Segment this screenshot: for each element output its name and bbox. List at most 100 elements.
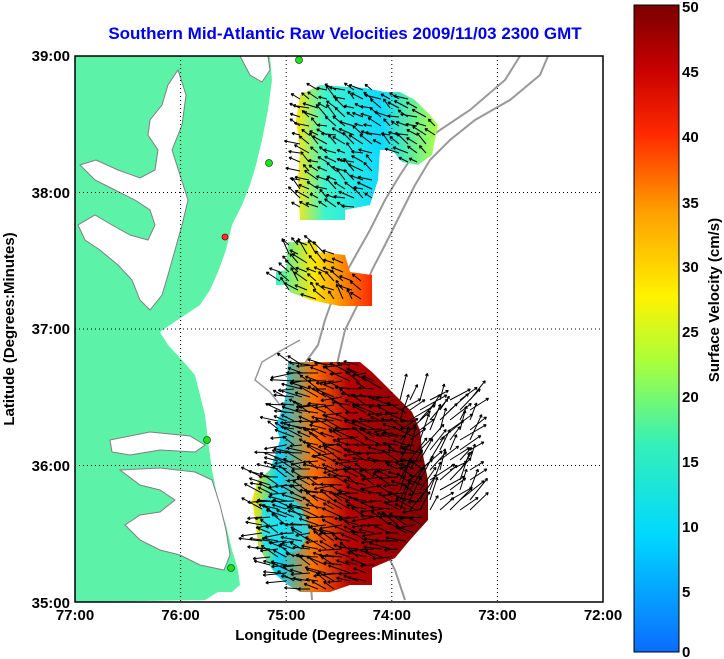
velocity-arrow (439, 448, 447, 471)
velocity-arrow (332, 428, 351, 438)
velocity-arrow (384, 502, 399, 510)
velocity-arrow (291, 469, 303, 478)
velocity-arrow (288, 398, 303, 406)
velocity-arrow (257, 486, 271, 494)
velocity-arrow (311, 415, 335, 422)
velocity-arrow (298, 517, 319, 526)
velocity-arrow (284, 259, 299, 273)
velocity-arrow (439, 403, 458, 421)
velocity-arrow (278, 262, 290, 273)
velocity-arrow (280, 425, 295, 430)
velocity-arrow (396, 473, 415, 486)
velocity-arrow (294, 391, 311, 398)
velocity-arrow (345, 410, 359, 415)
velocity-arrow (302, 102, 319, 109)
velocity-arrow (299, 374, 319, 390)
velocity-arrow (325, 177, 337, 190)
velocity-arrow (400, 112, 418, 118)
velocity-arrow (343, 359, 359, 366)
x-tick-label: 73:00 (478, 607, 516, 624)
velocity-arrow (449, 434, 458, 451)
velocity-arrow (387, 114, 400, 118)
velocity-arrow (282, 435, 295, 446)
delaware-bay (239, 56, 271, 83)
x-tick-label: 77:00 (56, 607, 94, 624)
velocity-arrow (350, 92, 364, 100)
pamlico-sound (118, 467, 231, 571)
velocity-arrow (281, 382, 303, 390)
velocity-arrow (288, 360, 311, 366)
velocity-arrow (334, 385, 359, 390)
velocity-arrow (380, 417, 399, 422)
velocity-arrow (276, 509, 295, 518)
velocity-arrow (343, 82, 355, 91)
velocity-arrow (313, 454, 327, 462)
velocity-arrow (317, 452, 335, 462)
velocity-arrow (396, 133, 409, 145)
velocity-arrow (293, 121, 310, 127)
velocity-arrow (323, 561, 343, 566)
velocity-arrow (395, 120, 409, 127)
velocity-arrow (405, 122, 418, 127)
y-tick-label: 35:00 (32, 595, 70, 612)
velocity-arrow (459, 388, 481, 411)
velocity-arrow (278, 271, 290, 282)
velocity-arrow (335, 283, 344, 300)
velocity-arrow (357, 386, 375, 390)
velocity-arrow (370, 416, 383, 422)
velocity-arrow (252, 556, 271, 561)
velocity-arrow (351, 149, 364, 154)
velocity-arrow (320, 431, 335, 438)
velocity-arrow (364, 83, 373, 91)
velocity-arrow (367, 412, 383, 417)
velocity-arrow (469, 468, 488, 481)
y-tick-label: 36:00 (32, 458, 70, 475)
velocity-arrow (469, 416, 487, 431)
velocity-arrow (318, 95, 328, 100)
velocity-arrow (322, 249, 335, 255)
velocity-arrow (296, 476, 311, 486)
velocity-arrow (281, 493, 303, 502)
velocity-arrow (370, 505, 391, 510)
velocity-arrow (243, 483, 263, 494)
velocity-arrow (390, 120, 400, 127)
velocity-arrow (449, 426, 461, 441)
velocity-arrow (361, 376, 383, 390)
velocity-arrow (312, 476, 335, 480)
velocity-arrow (419, 372, 429, 401)
velocity-arrow (238, 536, 263, 542)
velocity-arrow (409, 466, 425, 491)
velocity-arrow (343, 104, 355, 109)
velocity-arrow (342, 131, 355, 145)
velocity-arrow (374, 443, 391, 447)
velocity-arrow (367, 446, 391, 454)
velocity-arrow (307, 91, 319, 100)
velocity-arrow (339, 388, 351, 398)
velocity-arrow (299, 488, 319, 494)
velocity-arrow (347, 163, 364, 172)
colorbar-tick-label: 30 (682, 259, 699, 276)
velocity-arrow (323, 581, 335, 590)
velocity-arrow (370, 510, 391, 526)
velocity-arrow (334, 536, 351, 542)
velocity-arrow (338, 571, 359, 576)
velocity-arrow (406, 137, 418, 145)
velocity-arrow (395, 461, 407, 470)
velocity-arrow (332, 95, 346, 100)
velocity-arrow (383, 548, 399, 552)
velocity-arrow (363, 161, 373, 172)
velocity-arrow (367, 395, 383, 399)
velocity-arrow (258, 482, 279, 494)
velocity-arrow (280, 389, 303, 398)
y-tick-label: 38:00 (32, 185, 70, 202)
velocity-arrow (449, 403, 472, 421)
velocity-arrow (289, 491, 311, 502)
velocity-arrow (399, 460, 414, 471)
velocity-arrow (286, 446, 311, 454)
x-tick-label: 72:00 (584, 607, 622, 624)
velocity-arrow (381, 511, 399, 526)
velocity-arrow (429, 495, 439, 511)
velocity-arrow (459, 435, 482, 451)
velocity-arrow (409, 449, 423, 471)
velocity-arrow (310, 428, 327, 438)
